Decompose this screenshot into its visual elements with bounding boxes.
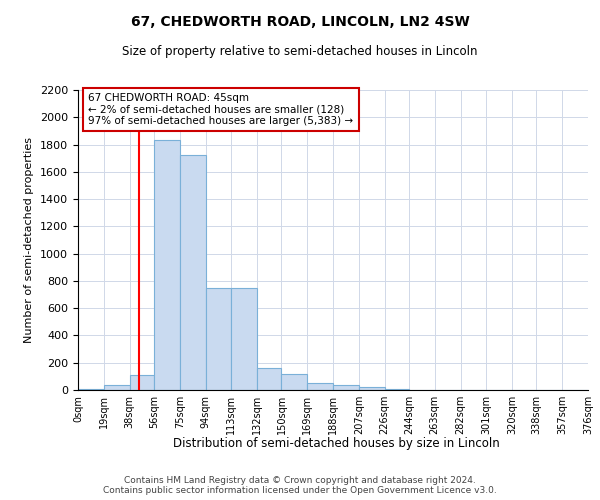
- Text: Contains HM Land Registry data © Crown copyright and database right 2024.
Contai: Contains HM Land Registry data © Crown c…: [103, 476, 497, 495]
- Text: 67, CHEDWORTH ROAD, LINCOLN, LN2 4SW: 67, CHEDWORTH ROAD, LINCOLN, LN2 4SW: [131, 15, 469, 29]
- Bar: [78, 388, 104, 390]
- Y-axis label: Number of semi-detached properties: Number of semi-detached properties: [25, 137, 34, 343]
- Text: 67 CHEDWORTH ROAD: 45sqm
← 2% of semi-detached houses are smaller (128)
97% of s: 67 CHEDWORTH ROAD: 45sqm ← 2% of semi-de…: [88, 93, 353, 126]
- Bar: [307, 382, 333, 390]
- Bar: [231, 288, 257, 390]
- Bar: [281, 374, 307, 390]
- Bar: [205, 288, 231, 390]
- Text: Size of property relative to semi-detached houses in Lincoln: Size of property relative to semi-detach…: [122, 45, 478, 58]
- Bar: [333, 385, 359, 390]
- Bar: [104, 385, 130, 390]
- Bar: [130, 375, 154, 390]
- Bar: [257, 368, 281, 390]
- Text: Distribution of semi-detached houses by size in Lincoln: Distribution of semi-detached houses by …: [173, 438, 499, 450]
- Bar: [180, 156, 205, 390]
- Bar: [359, 388, 385, 390]
- Bar: [154, 140, 180, 390]
